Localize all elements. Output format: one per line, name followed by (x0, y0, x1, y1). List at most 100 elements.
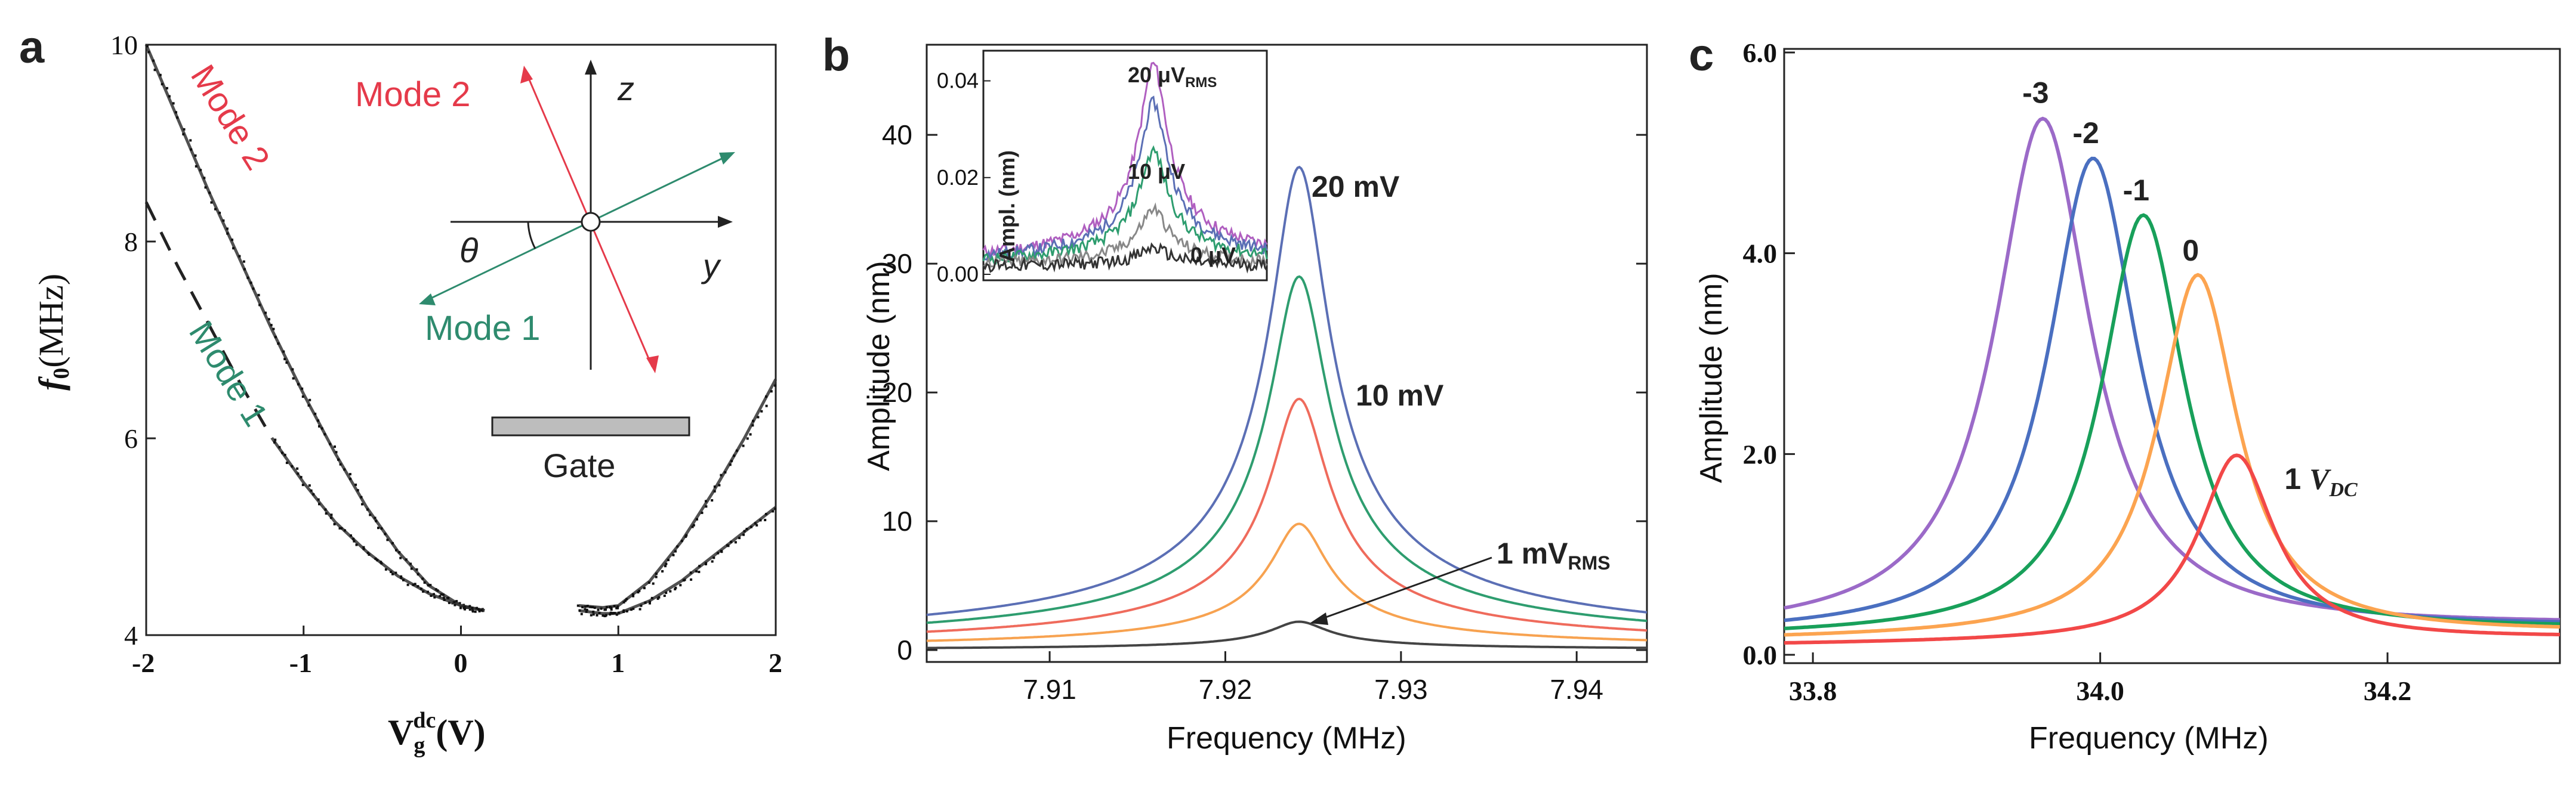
a-data-point (391, 541, 394, 544)
a-data-point (440, 593, 443, 596)
inset-ytick-label: 0.00 (937, 262, 979, 286)
a-data-point (301, 387, 304, 390)
a-data-point (354, 483, 357, 486)
a-data-point (585, 610, 588, 613)
label-20mV: 20 mV (1312, 170, 1400, 203)
a-data-point (384, 568, 387, 571)
a-data-point (226, 232, 229, 235)
a-data-point (476, 606, 478, 609)
label-1mV-pointer (1317, 556, 1492, 621)
a-data-point (735, 449, 738, 452)
a-data-point (310, 489, 313, 492)
a-data-point (458, 602, 461, 605)
panel-a-data (144, 44, 778, 617)
a-ytick-label: 8 (124, 227, 138, 257)
a-ytick-label: 10 (110, 30, 138, 60)
theta-arc (527, 221, 536, 249)
a-data-point (616, 605, 619, 608)
a-data-point (455, 600, 458, 603)
a-data-point (297, 383, 300, 386)
a-ytick-label: 6 (124, 423, 138, 454)
a-data-point (238, 255, 241, 258)
a-data-point (323, 433, 326, 436)
panel-b-curves (926, 165, 1648, 649)
a-data-point (468, 608, 471, 611)
a-data-point (746, 437, 749, 440)
a-data-point (334, 445, 336, 448)
c-ytick-label: 0.0 (1743, 640, 1778, 670)
a-data-point (442, 596, 445, 599)
a-data-point (400, 575, 403, 578)
a-data-point (308, 484, 311, 487)
a-data-point (589, 605, 592, 608)
mode1-curve-label: Mode 1 (181, 314, 276, 433)
a-data-point (307, 404, 310, 407)
a-data-point (643, 587, 646, 590)
a-data-point (631, 593, 634, 596)
a-data-point (711, 499, 714, 502)
a-data-point (468, 605, 471, 608)
a-xtick-label: 1 (611, 648, 625, 678)
a-data-point (282, 350, 285, 353)
a-data-point (204, 186, 207, 189)
inset-curve (982, 242, 1268, 274)
a-data-point (613, 612, 616, 614)
inset-label-10uV: 10 μV (1128, 159, 1185, 184)
y-axis-arrowhead (718, 216, 733, 228)
a-data-point (252, 287, 255, 290)
a-data-point (369, 513, 372, 516)
a-data-point (638, 589, 641, 592)
a-data-point (649, 601, 651, 604)
a-data-point (362, 547, 365, 550)
c-ytick-label: 4.0 (1743, 239, 1778, 269)
a-data-point (652, 582, 655, 585)
panel-c-peak-labels: -3 -2 -1 0 1 VDC (2022, 76, 2358, 500)
a-data-point (439, 595, 442, 598)
a-data-point (353, 540, 356, 543)
a-data-point (423, 581, 426, 584)
a-data-point (609, 613, 612, 616)
a-data-point (764, 519, 767, 521)
a-data-point (650, 596, 653, 599)
panel-letter-c: c (1689, 30, 1714, 81)
a-data-point (226, 227, 229, 230)
a-data-point (386, 539, 389, 541)
a-data-point (765, 395, 767, 398)
a-data-point (277, 342, 280, 345)
xlabel-sub: g (414, 733, 425, 758)
panel-b-ylabel: Amplitude (nm) (862, 261, 896, 471)
panel-b-frame (925, 44, 1648, 663)
mode2-curve-label: Mode 2 (183, 58, 277, 177)
a-data-point (734, 541, 737, 544)
a-data-point (391, 573, 394, 575)
z-axis-label: z (617, 70, 634, 107)
a-data-point (384, 533, 387, 536)
a-data-point (429, 584, 432, 587)
a-data-point (153, 69, 156, 72)
mode1-arrow-line (424, 154, 730, 302)
b-xtick-label: 7.91 (1023, 674, 1076, 705)
a-data-point (318, 503, 320, 506)
ylabel-sub: 0 (49, 368, 74, 379)
a-data-point (618, 611, 620, 614)
mode1-arrowhead-right (719, 152, 735, 165)
a-data-point (770, 390, 773, 393)
c-ytick-label: 2.0 (1743, 439, 1778, 469)
xlabel-unit: (V) (436, 713, 485, 752)
a-data-point (333, 523, 336, 525)
a-data-point (463, 605, 466, 608)
ylabel-unit: (MHz) (32, 274, 70, 368)
a-data-point (297, 472, 300, 475)
a-data-point (448, 601, 451, 604)
a-data-point (283, 453, 286, 456)
inset-label-20uV: 20 μVRMS (1128, 63, 1217, 91)
z-axis-arrowhead (585, 60, 597, 75)
a-data-point (433, 596, 436, 599)
a-series-line (579, 378, 778, 609)
c-curve (1784, 453, 2560, 645)
a-data-point (742, 444, 745, 447)
a-data-point (649, 602, 651, 605)
a-data-point (600, 607, 603, 610)
a-data-point (398, 551, 401, 554)
a-data-point (750, 525, 752, 528)
